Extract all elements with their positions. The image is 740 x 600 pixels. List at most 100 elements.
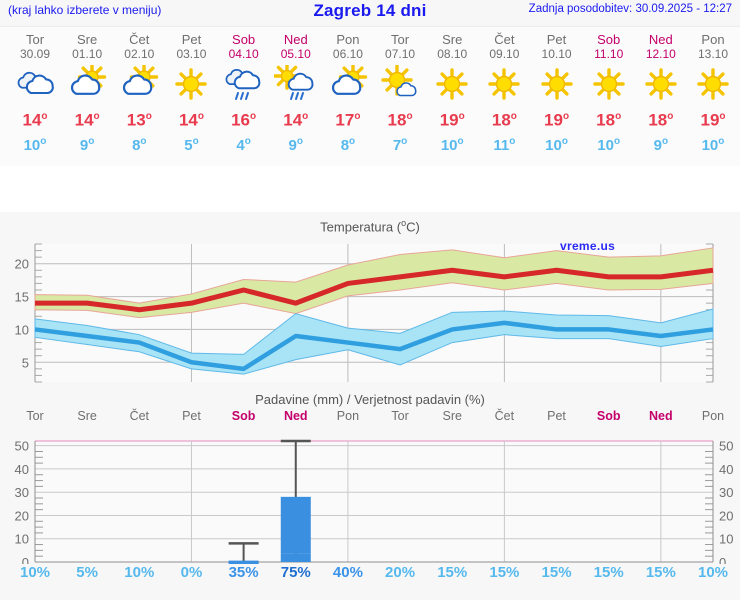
precip-day-label: Pon [336,409,360,424]
day-temp-max: 18o [491,110,517,130]
day-date: 01.10 [72,47,103,61]
day-temp-max: 14o [22,110,48,130]
day-date: 07.10 [385,47,416,61]
svg-text:40: 40 [15,462,29,477]
day-column[interactable]: Čet 09.10 18o 11o [478,27,530,156]
day-temp-max: 18o [648,110,674,130]
precip-probability: 15% [489,564,520,582]
day-name: Pet [546,32,567,47]
day-column[interactable]: Ned 12.10 18o 9o [635,27,687,156]
temperature-chart-title: Temperatura (oC) [0,212,740,236]
precip-day-label: Sre [442,409,462,424]
precip-day-label: Čet [494,409,515,424]
day-name: Pon [701,32,725,47]
location-hint: (kraj lahko izberete v meniju) [8,3,162,17]
precip-probability: 75% [280,564,311,582]
temp-title-degree: o [401,218,407,228]
svg-text:5: 5 [22,356,29,371]
precip-probability: 10% [19,564,51,582]
precip-probability: 15% [437,564,468,582]
day-date: 12.10 [645,47,676,61]
partly-sunny-icon [113,64,165,104]
rain-cloudy-icon [218,64,270,104]
svg-text:40: 40 [719,462,733,477]
day-temp-max: 17o [335,110,361,130]
day-column[interactable]: Pon 13.10 19o 10o [687,27,739,156]
sunny-icon [426,64,478,104]
day-date: 09.10 [489,47,520,61]
day-temp-min: 8o [132,135,147,154]
precip-day-label: Ned [649,409,673,424]
day-date: 10.10 [541,47,572,61]
day-name: Ned [283,32,308,47]
precipitation-chart-title: Padavine (mm) / Verjetnost padavin (%) [255,392,485,408]
day-column[interactable]: Sre 08.10 19o 10o [426,27,478,156]
sunny-icon [687,64,739,104]
precip-probability: 0% [180,564,203,582]
day-column[interactable]: Pet 10.10 19o 10o [531,27,583,156]
day-temp-max: 14o [178,110,204,130]
day-column[interactable]: Sre 01.10 14o 9o [61,27,113,156]
section-divider [0,166,740,212]
day-name: Ned [648,32,673,47]
day-temp-min: 9o [79,135,95,154]
day-column[interactable]: Tor 30.09 14o 10o [9,27,61,156]
day-temp-max: 19o [544,110,570,130]
day-column[interactable]: Sob 11.10 18o 10o [583,27,635,156]
day-temp-min: 10o [701,135,725,154]
day-column[interactable]: Pet 03.10 14o 5o [165,27,217,156]
day-column[interactable]: Pon 06.10 17o 8o [322,27,374,156]
precip-probability: 10% [697,564,729,582]
precip-day-label: Čet [129,409,150,424]
sunny-icon [478,64,530,104]
day-temp-max: 18o [387,110,413,130]
day-column[interactable]: Tor 07.10 18o 7o [374,27,426,156]
day-temp-min: 7o [392,135,408,154]
sunny-icon [583,64,635,104]
day-date: 11.10 [594,47,624,61]
daily-forecast-strip: Tor 30.09 14o 10o Sre 01.10 14o 9o Čet 02.10 13… [0,26,740,166]
sunny-icon [531,64,583,104]
day-date: 06.10 [332,47,363,61]
precipitation-chart-section: Padavine (mm) / Verjetnost padavin (%) T… [0,386,740,587]
precip-probability: 15% [593,564,624,582]
precip-probability: 10% [124,564,155,582]
precip-probability: 40% [332,564,363,582]
day-name: Tor [391,32,410,47]
day-temp-min: 5o [184,135,199,154]
svg-text:20: 20 [15,257,29,272]
day-temp-min: 9o [288,135,303,154]
day-column[interactable]: Sob 04.10 16o 4o [218,27,270,156]
precip-day-label: Tor [26,409,44,424]
day-name: Čet [494,32,515,47]
sun-rain-icon [270,64,322,104]
precip-day-label: Pet [547,409,566,424]
temperature-plot: 5 10 15 20 vreme.us [0,236,740,386]
day-temp-min: 8o [340,135,356,154]
precip-day-label: Pon [701,409,725,424]
precip-day-label: Sob [231,409,256,424]
svg-text:0: 0 [22,555,29,564]
precip-day-label: Tor [391,409,409,424]
sun-small-cloud-icon [374,64,426,104]
day-temp-min: 9o [653,135,669,154]
svg-text:10: 10 [15,323,29,338]
precipitation-plot: 0 0 10 10 20 20 30 30 40 40 50 50 [0,429,740,565]
svg-text:10: 10 [15,532,29,547]
svg-text:0: 0 [719,555,726,564]
day-temp-min: 10o [597,135,621,154]
precip-day-label: Sob [596,409,621,424]
svg-text:30: 30 [15,486,29,501]
day-date: 13.10 [697,47,729,61]
day-column[interactable]: Ned 05.10 14o 9o [270,27,322,156]
day-temp-max: 19o [700,110,726,130]
day-temp-max: 19o [439,110,465,130]
day-temp-min: 10o [440,135,464,154]
day-column[interactable]: Čet 02.10 13o 8o [113,27,165,156]
precip-day-label: Pet [182,409,201,424]
precip-day-label: Ned [283,409,308,424]
precip-probability: 35% [228,564,259,582]
page-title: Zagreb 14 dni [313,1,427,20]
svg-text:50: 50 [719,439,733,454]
day-temp-max: 13o [126,110,152,130]
